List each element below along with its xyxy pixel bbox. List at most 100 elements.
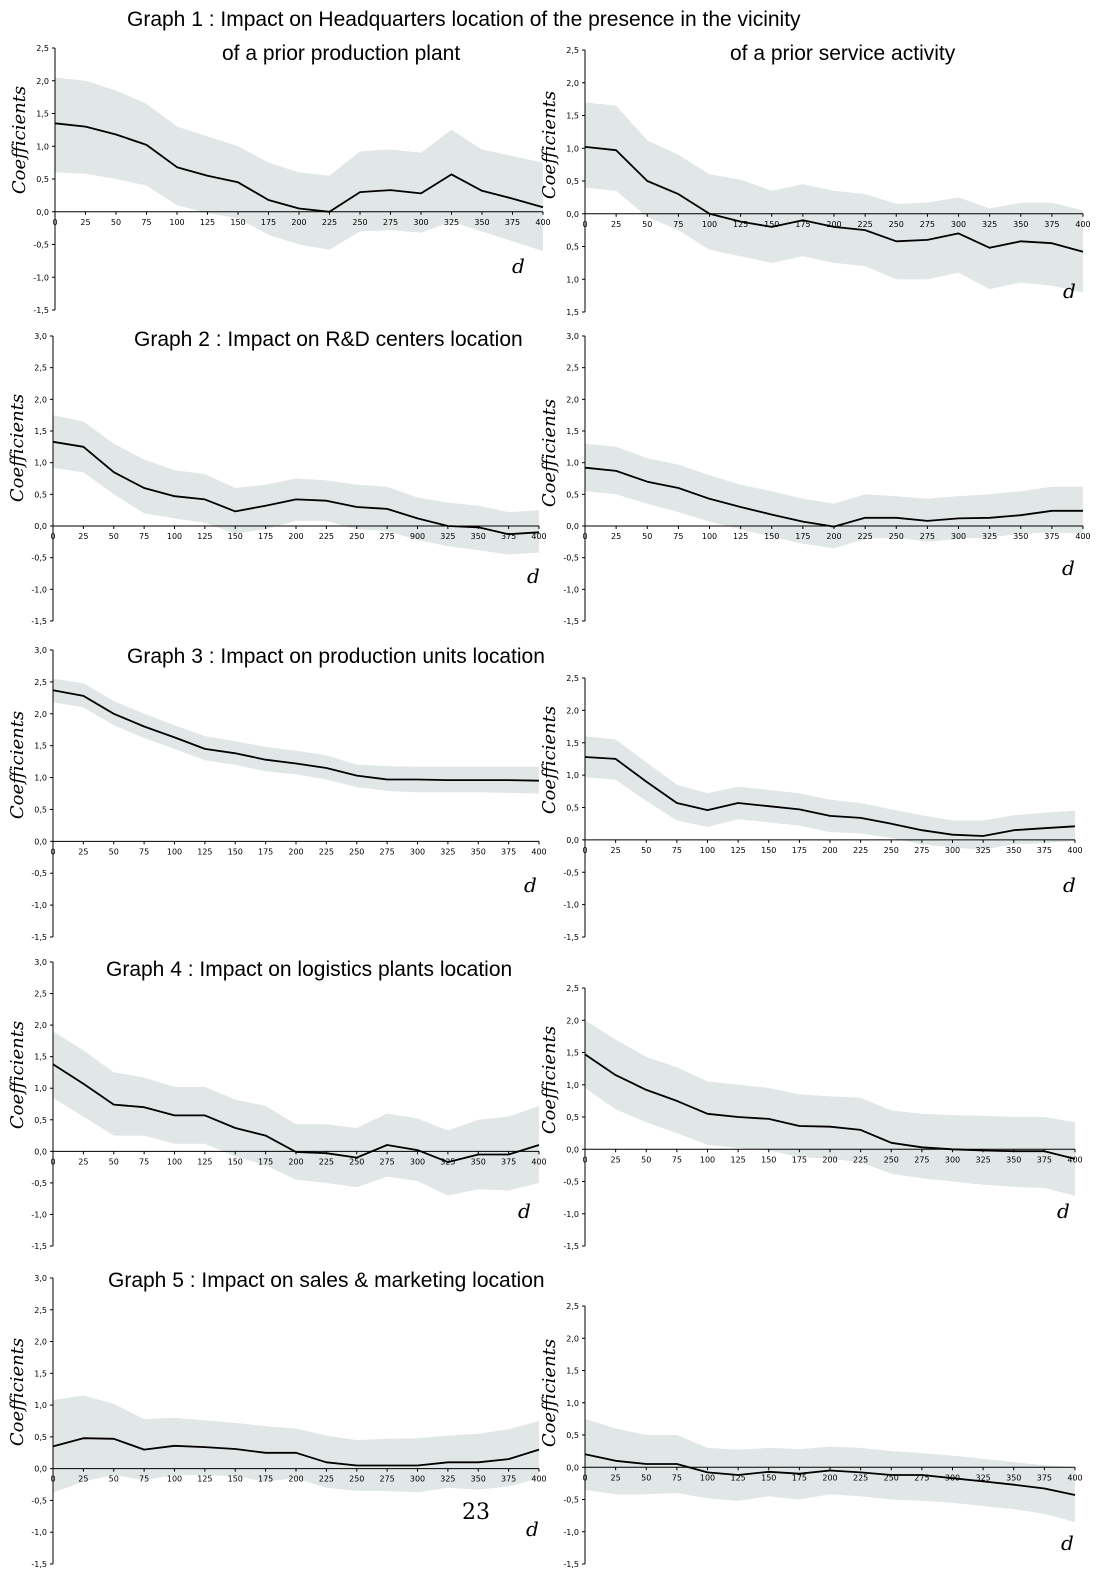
chart-6-y-tick-label: 1,0 (34, 1084, 47, 1093)
chart-8-x-tick-label: 25 (78, 1475, 88, 1484)
chart-8-x-tick-label: 175 (258, 1475, 273, 1484)
chart-7-x-tick-label: 150 (761, 1155, 776, 1164)
chart-6-x-tick-label: 100 (167, 1157, 182, 1166)
chart-9-x-tick-label: 0 (582, 1473, 587, 1482)
chart-7-x-tick-label: 250 (884, 1155, 899, 1164)
chart-1-x-tick-label: 100 (702, 220, 717, 229)
chart-0-x-tick-label: 300 (413, 218, 428, 227)
chart-0-coefficient-line (54, 122, 544, 213)
chart-8-x-tick-label: 300 (410, 1475, 425, 1484)
chart-6-y-tick-label: -1,0 (31, 1210, 47, 1219)
chart-3-y-tick-label: 0,0 (566, 522, 579, 531)
chart-0-x-tick-label: 100 (169, 218, 184, 227)
chart-9-y-tick-label: -0,5 (563, 1496, 579, 1505)
chart-9-x-tick-label: 250 (884, 1473, 899, 1482)
chart-9-y-tick-label: 2,5 (566, 1302, 579, 1311)
chart-2-x-tick-label: 350 (471, 532, 486, 541)
chart-2-x-axis-label: d (527, 564, 540, 588)
chart-7-y-tick-label: 0,5 (566, 1113, 579, 1122)
chart-6-x-tick-label: 0 (50, 1157, 55, 1166)
chart-1-x-tick-label: 350 (1013, 220, 1028, 229)
chart-9-x-tick-label: 100 (700, 1473, 715, 1482)
chart-9-y-tick-label: -1,0 (563, 1528, 579, 1537)
chart-3-x-tick-label: 225 (857, 532, 872, 541)
chart-9-x-tick-label: 325 (975, 1473, 990, 1482)
chart-3-x-tick-label: 250 (889, 532, 904, 541)
chart-7-y-axis-label: Coefficients (539, 1026, 560, 1134)
chart-1-x-tick-label: 150 (764, 220, 779, 229)
chart-2-x-tick-label: 25 (78, 532, 88, 541)
chart-7-y-tick-label: -1,0 (563, 1210, 579, 1219)
chart-0-y-tick-label: 2,0 (36, 77, 49, 86)
chart-5-x-tick-label: 275 (914, 846, 929, 855)
chart-6-x-tick-label: 150 (228, 1157, 243, 1166)
chart-4-x-tick-label: 0 (50, 847, 55, 856)
chart-2-x-tick-label: 325 (440, 532, 455, 541)
chart-8-x-tick-label: 250 (349, 1475, 364, 1484)
chart-4-y-tick-label: 1,0 (34, 774, 47, 783)
chart-9-y-tick-label: 1,5 (566, 1367, 579, 1376)
chart-7-y-tick-label: 1,0 (566, 1081, 579, 1090)
chart-1-x-tick-label: 200 (826, 220, 841, 229)
chart-2-x-tick-label: 200 (288, 532, 303, 541)
chart-0-y-tick-label: 2,5 (36, 44, 49, 53)
chart-8-x-tick-label: 375 (501, 1475, 516, 1484)
chart-4-y-tick-label: 1,5 (34, 742, 47, 751)
chart-8-x-tick-label: 125 (197, 1475, 212, 1484)
chart-7-x-tick-label: 25 (611, 1155, 621, 1164)
chart-0-x-tick-label: 0 (52, 218, 57, 227)
chart-9-y-axis-label: Coefficients (539, 1339, 560, 1447)
chart-0-confidence-band (55, 77, 543, 252)
chart-4-x-tick-label: 275 (379, 847, 394, 856)
chart-2-y-tick-label: -1,0 (31, 585, 47, 594)
chart-6-x-tick-label: 50 (109, 1157, 119, 1166)
chart-3-y-tick-label: 3,0 (566, 332, 579, 341)
chart-5-y-tick-label: -1,0 (563, 901, 579, 910)
chart-1-x-tick-label: 25 (611, 220, 621, 229)
chart-3-y-tick-label: 1,5 (566, 427, 579, 436)
chart-2-x-tick-label: 275 (379, 532, 394, 541)
chart-0-x-tick-label: 150 (230, 218, 245, 227)
chart-0-y-tick-label: -0,5 (33, 241, 49, 250)
chart-2-y-tick-label: 0,5 (34, 490, 47, 499)
chart-6-x-tick-label: 375 (501, 1157, 516, 1166)
chart-7-x-tick-label: 225 (853, 1155, 868, 1164)
chart-1-confidence-band (585, 102, 1083, 293)
chart-6-x-axis-label: d (518, 1199, 531, 1223)
chart-3-x-tick-label: 375 (1044, 532, 1059, 541)
chart-7-y-tick-label: 2,5 (566, 984, 579, 993)
chart-3-coefficient-line (584, 466, 1083, 528)
chart-8-y-tick-label: 1,0 (34, 1401, 47, 1410)
chart-8-y-tick-label: 1,5 (34, 1369, 47, 1378)
chart-2-x-tick-label: 125 (197, 532, 212, 541)
chart-1-x-tick-label: 0 (582, 220, 587, 229)
chart-4-x-tick-label: 125 (197, 847, 212, 856)
chart-7-x-tick-label: 100 (700, 1155, 715, 1164)
chart-6-x-tick-label: 250 (349, 1157, 364, 1166)
chart-0-x-tick-label: 400 (535, 218, 550, 227)
graph3-title: Graph 3 : Impact on production units loc… (127, 645, 545, 668)
chart-6-y-axis-label: Coefficients (7, 1021, 28, 1129)
chart-2-x-tick-label: 150 (228, 532, 243, 541)
chart-7-x-tick-label: 275 (914, 1155, 929, 1164)
chart-0-x-tick-label: 250 (352, 218, 367, 227)
chart-0-x-tick-label: 50 (111, 218, 121, 227)
chart-3-y-tick-label: 2,5 (566, 364, 579, 373)
chart-5-x-tick-label: 0 (582, 846, 587, 855)
chart-9-x-tick-label: 225 (853, 1473, 868, 1482)
chart-9-x-tick-label: 400 (1067, 1473, 1082, 1482)
chart-8-x-tick-label: 50 (109, 1475, 119, 1484)
chart-7-y-tick-label: -1,5 (563, 1242, 579, 1251)
chart-4-y-axis-label: Coefficients (7, 711, 28, 819)
chart-0-y-tick-label: 0,5 (36, 175, 49, 184)
chart-4-x-tick-label: 175 (258, 847, 273, 856)
chart-0-y-tick-label: 1,5 (36, 110, 49, 119)
chart-6-x-tick-label: 75 (139, 1157, 149, 1166)
chart-7-x-tick-label: 400 (1067, 1155, 1082, 1164)
chart-9-y-tick-label: 1,0 (566, 1399, 579, 1408)
chart-0-x-axis-label: d (512, 254, 525, 278)
chart-7-y-tick-label: 1,5 (566, 1049, 579, 1058)
chart-8-x-tick-label: 100 (167, 1475, 182, 1484)
chart-5-x-tick-label: 375 (1037, 846, 1052, 855)
